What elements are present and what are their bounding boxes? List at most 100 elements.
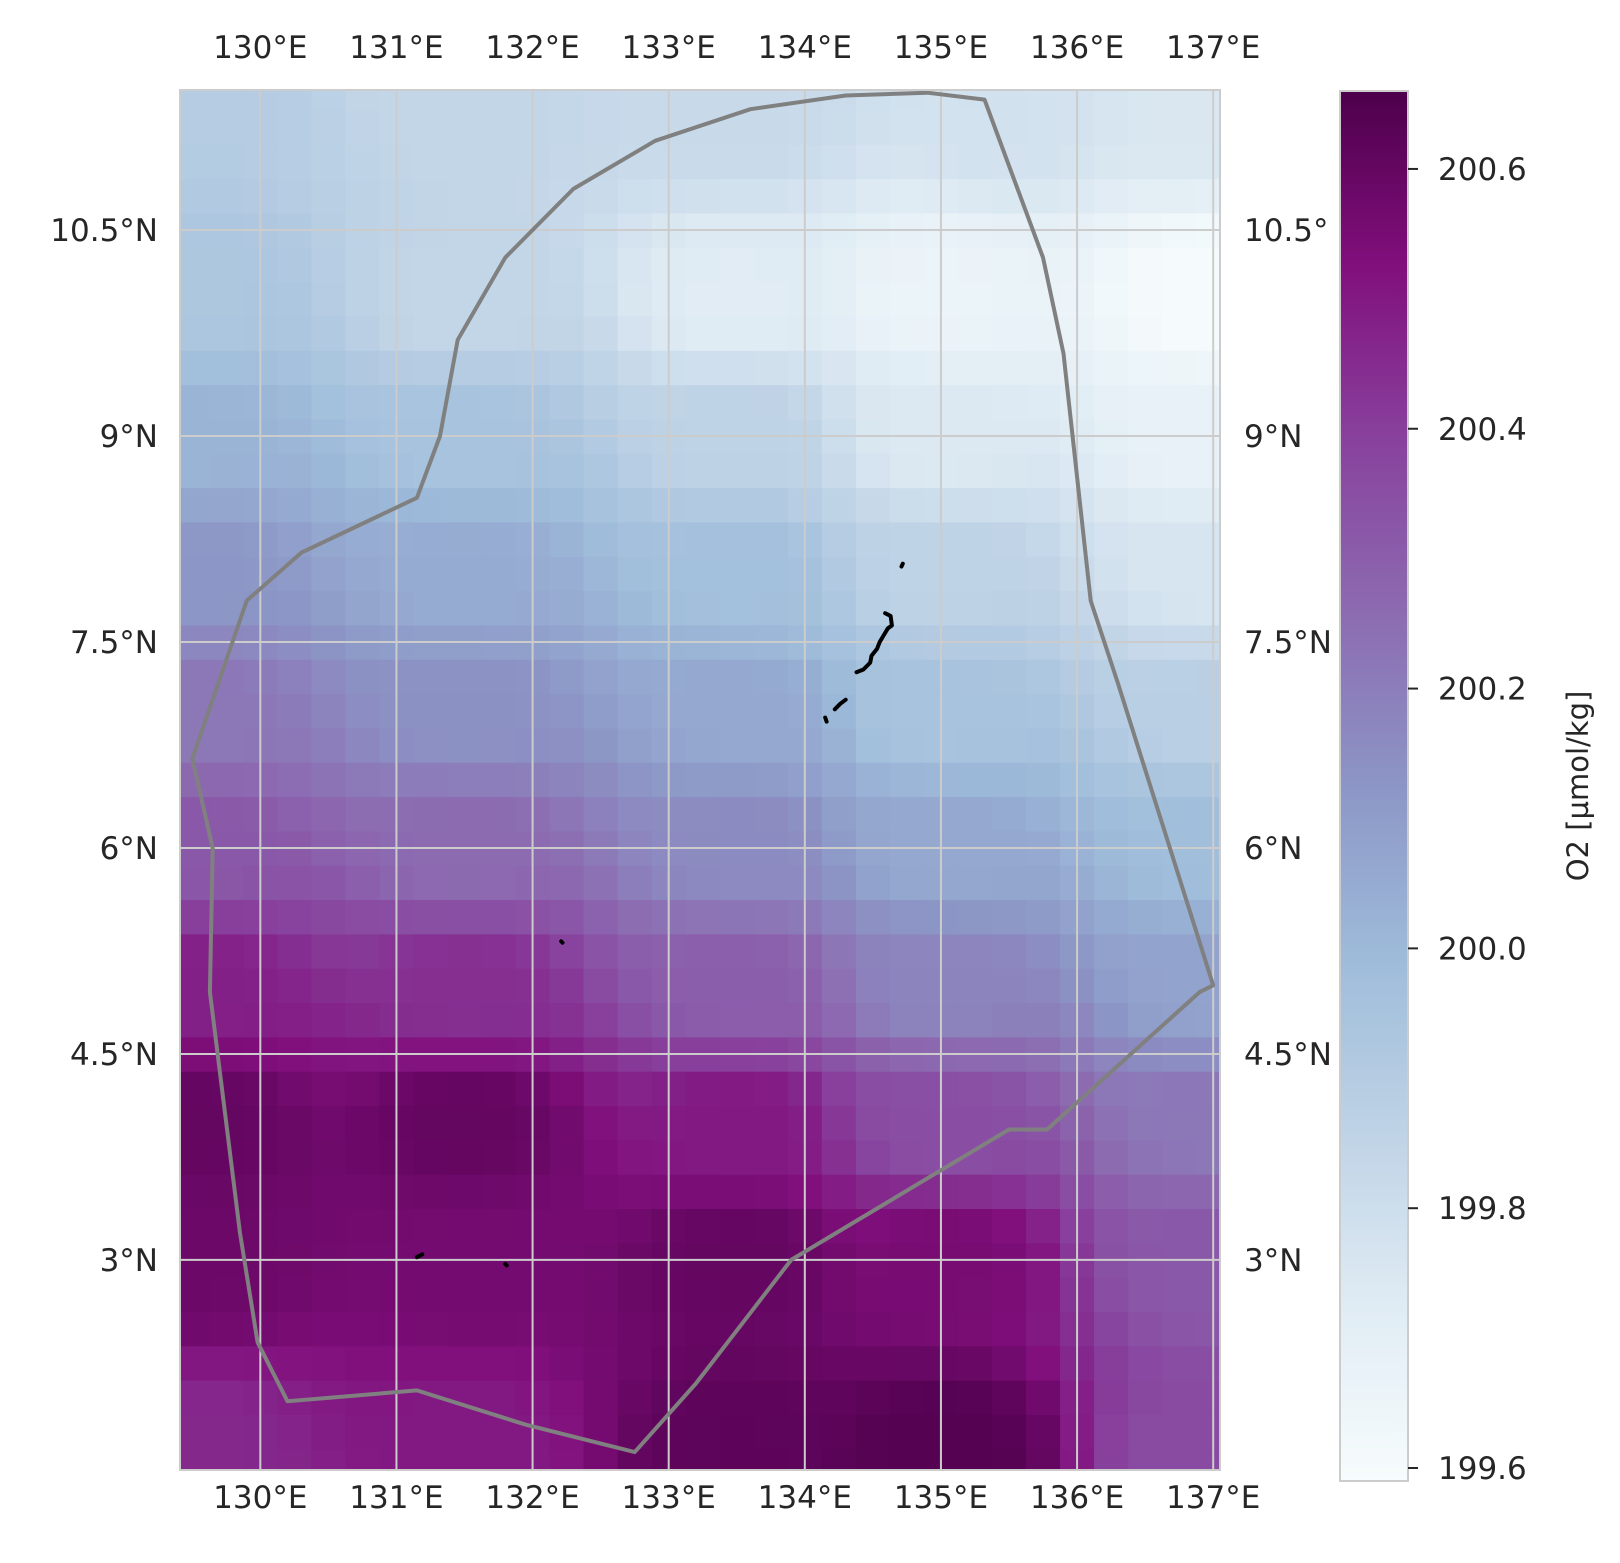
field-cell [1094,1105,1129,1141]
field-cell [1026,556,1061,592]
field-cell [549,315,585,351]
field-cell [1026,1174,1061,1210]
field-cell [991,659,1027,695]
field-cell [991,1311,1027,1347]
field-cell [481,1311,517,1347]
field-cell [583,968,619,1004]
field-cell [719,90,755,111]
field-cell [549,727,585,763]
field-cell [311,1071,346,1107]
field-cell [583,521,619,557]
field-cell [345,109,381,145]
field-cell [753,1208,789,1244]
field-cell [1230,1140,1265,1175]
field-cell [685,453,721,489]
field-cell [855,899,891,935]
field-cell [481,1105,517,1141]
field-cell [481,865,517,901]
field-cell [345,90,381,111]
axis-tick-labels: 130°E 130°E 131°E 131°E 132°E 132°E 133°E 133°E… [50,30,1332,1516]
map-frame [179,89,1221,1471]
field-cell [855,521,891,557]
field-cell [1230,796,1265,831]
field-cell [1026,796,1061,832]
field-cell [549,899,585,935]
field-cell [209,762,244,798]
field-cell [991,865,1027,901]
field-cell [311,659,346,695]
field-cell [583,556,619,592]
field-cell [345,1139,381,1175]
field-cell [1128,1414,1163,1450]
top-lon-tick-label: 130°E [213,30,307,66]
field-cell [957,453,993,489]
field-cell [685,487,721,523]
field-cell [481,556,517,592]
field-cell [413,315,449,351]
field-cell [1026,453,1061,489]
field-cell [1230,1380,1265,1415]
field-cell [1230,1346,1265,1381]
field-cell [447,521,483,557]
field-cell [719,727,755,763]
field-cell [753,693,789,729]
field-cell [617,315,653,351]
field-cell [345,1071,381,1107]
field-cell [1128,556,1163,592]
field-cell [413,796,449,832]
field-cell [855,384,891,420]
field-cell [1026,1414,1061,1450]
field-cell [277,178,312,214]
field-cell [617,796,653,832]
field-cell [855,693,891,729]
field-cell [617,1139,653,1175]
field-cell [617,1174,653,1210]
field-cell [1162,521,1197,557]
field-cell [549,384,585,420]
field-cell [991,556,1027,592]
field-cell [311,350,346,386]
field-cell [180,1311,210,1347]
field-cell [617,1002,653,1038]
field-cell [855,453,891,489]
field-cell [1162,1380,1197,1415]
field-cell [413,1345,449,1381]
field-cell [719,1448,755,1470]
field-cell [855,144,891,180]
field-cell [821,865,857,901]
field-cell [991,1414,1027,1450]
field-cell [889,1311,925,1347]
field-cell [277,556,312,592]
field-cell [481,1380,517,1415]
field-cell [821,144,857,180]
field-cell [1162,762,1197,798]
field-cell [1026,727,1061,763]
field-cell [719,556,755,592]
field-cell [311,590,346,626]
field-cell [180,144,210,180]
field-cell [1094,865,1129,901]
field-cell [481,727,517,763]
field-cell [617,762,653,798]
field-cell [209,350,244,386]
field-cell [617,521,653,557]
field-cell [1026,521,1061,557]
field-cell [1026,144,1061,180]
field-cell [991,899,1027,935]
field-cell [719,796,755,832]
left-lat-tick-label: 10.5°N [50,213,158,249]
field-cell [855,315,891,351]
field-cell [1162,727,1197,763]
field-cell [180,90,210,111]
field-cell [413,762,449,798]
field-cell [821,1380,857,1415]
field-cell [753,1345,789,1381]
field-cell [1162,1277,1197,1312]
field-cell [583,109,619,145]
field-cell [209,693,244,729]
field-cell [584,41,619,76]
field-cell [311,556,346,592]
field-cell [180,1105,210,1141]
right-lat-tick-label: 10.5° [1244,213,1329,249]
colorbar-tick-label: 200.6 [1438,152,1527,188]
